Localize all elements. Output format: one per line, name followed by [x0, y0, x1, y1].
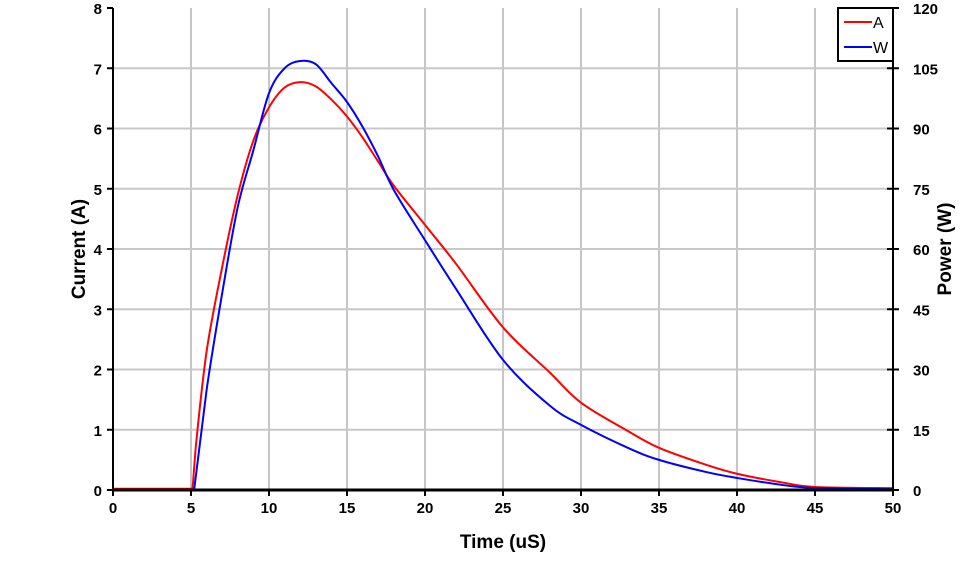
- x-tick-label: 20: [417, 500, 434, 517]
- x-tick-label: 25: [495, 500, 512, 517]
- y2-tick-label: 60: [913, 242, 930, 259]
- y-tick-label: 7: [94, 61, 102, 78]
- y-tick-label: 4: [94, 242, 103, 259]
- y-tick-label: 8: [94, 1, 102, 18]
- axes: 0 5 10 15 20 25 30 35 40 45 5001234567801530456075…: [94, 1, 938, 517]
- x-axis-label: Time (uS): [460, 532, 546, 553]
- y2-tick-label: 45: [913, 302, 930, 319]
- x-tick-label: 0: [109, 500, 117, 517]
- y2-tick-label: 0: [913, 483, 921, 500]
- series-line-a: [113, 81, 894, 490]
- y2-axis-label: Power (W): [935, 203, 956, 296]
- x-tick-label: 40: [729, 500, 746, 517]
- y-tick-label: 6: [94, 122, 102, 139]
- series-group: [113, 59, 894, 492]
- x-tick-label: 15: [339, 500, 356, 517]
- x-tick-label: 50: [885, 500, 902, 517]
- y2-tick-label: 75: [913, 182, 930, 199]
- y-tick-label: 2: [94, 363, 102, 380]
- series-line-w: [113, 59, 894, 492]
- legend: A W: [837, 7, 894, 62]
- y-tick-label: 3: [94, 302, 102, 319]
- x-tick-label: 30: [573, 500, 590, 517]
- y2-tick-label: 30: [913, 363, 930, 380]
- y-tick-label: 1: [94, 423, 102, 440]
- y-tick-label: 5: [94, 182, 102, 199]
- legend-label-a: A: [873, 15, 884, 32]
- x-tick-label: 10: [261, 500, 278, 517]
- y2-tick-label: 15: [913, 423, 930, 440]
- y-axis-label: Current (A): [69, 199, 90, 299]
- y2-tick-label: 105: [913, 61, 938, 78]
- y2-tick-label: 120: [913, 1, 938, 18]
- x-tick-label: 5: [187, 500, 195, 517]
- legend-label-w: W: [873, 40, 889, 57]
- x-tick-label: 35: [651, 500, 668, 517]
- x-tick-label: 45: [807, 500, 824, 517]
- y-tick-label: 0: [94, 483, 102, 500]
- y2-tick-label: 90: [913, 122, 930, 139]
